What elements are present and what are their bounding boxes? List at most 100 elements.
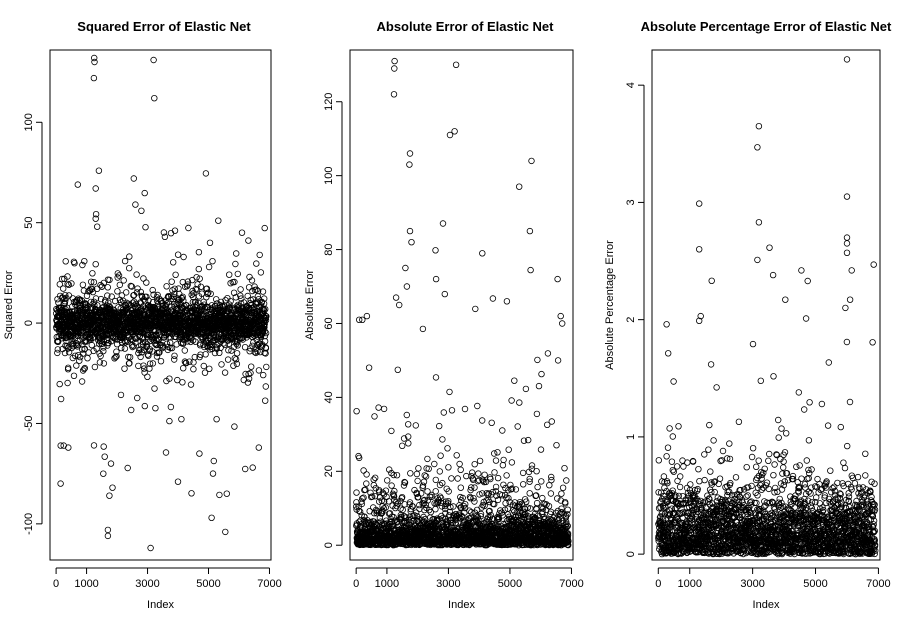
data-point xyxy=(559,491,565,497)
data-point xyxy=(667,426,673,432)
data-point xyxy=(176,286,182,292)
data-point xyxy=(669,459,675,465)
data-point xyxy=(77,358,83,364)
data-point xyxy=(101,444,107,450)
data-point xyxy=(493,458,499,464)
x-tick-label: 0 xyxy=(353,578,359,590)
data-point xyxy=(665,351,671,357)
y-tick-label: -100 xyxy=(23,513,35,535)
data-point xyxy=(433,248,439,254)
data-point xyxy=(421,479,427,485)
data-point xyxy=(540,495,546,501)
outlier-point xyxy=(105,527,111,533)
data-point xyxy=(447,389,453,395)
outlier-point xyxy=(453,62,459,68)
data-point xyxy=(142,190,148,196)
outlier-point xyxy=(256,445,262,451)
data-point xyxy=(262,225,268,231)
data-point xyxy=(89,342,95,348)
data-point xyxy=(433,375,439,381)
y-tick-label: 0 xyxy=(625,551,637,557)
outlier-point xyxy=(152,95,158,101)
data-point xyxy=(203,171,209,177)
x-tick-label: 0 xyxy=(655,578,661,590)
data-point xyxy=(253,261,259,267)
outlier-point xyxy=(558,313,564,319)
data-point xyxy=(152,386,158,392)
data-point xyxy=(191,360,197,366)
plot-title: Absolute Error of Elastic Net xyxy=(377,19,555,34)
y-tick-label: 1 xyxy=(625,434,637,440)
data-point xyxy=(169,279,175,285)
data-point xyxy=(246,285,252,291)
data-point xyxy=(445,446,451,452)
outlier-point xyxy=(108,461,114,467)
data-point xyxy=(665,445,671,451)
data-points xyxy=(53,55,269,551)
data-point xyxy=(127,360,133,366)
data-point xyxy=(153,405,159,411)
data-point xyxy=(115,289,121,295)
scatter-panel-1: Squared Error of Elastic NetIndexSquared… xyxy=(3,19,282,611)
data-point xyxy=(495,450,501,456)
data-point xyxy=(674,464,680,470)
data-point xyxy=(145,374,151,380)
outlier-point xyxy=(105,533,111,539)
outlier-point xyxy=(504,299,510,305)
data-point xyxy=(80,282,86,288)
data-point xyxy=(372,414,378,420)
data-point xyxy=(211,458,217,464)
data-point xyxy=(201,363,207,369)
data-point xyxy=(232,424,238,430)
plot-title: Squared Error of Elastic Net xyxy=(77,19,251,34)
data-point xyxy=(260,372,266,378)
outlier-point xyxy=(393,295,399,301)
data-point xyxy=(371,477,377,483)
data-point xyxy=(664,454,670,460)
data-point xyxy=(58,481,64,487)
data-point xyxy=(126,265,132,271)
data-point xyxy=(515,424,521,430)
x-tick-label: 5000 xyxy=(196,578,220,590)
data-point xyxy=(234,351,240,357)
data-point xyxy=(462,406,468,412)
x-tick-label: 1000 xyxy=(375,578,399,590)
data-point xyxy=(413,423,419,429)
outlier-point xyxy=(107,493,113,499)
data-point xyxy=(96,168,102,174)
data-point xyxy=(512,378,518,384)
outlier-point xyxy=(404,284,410,290)
x-tick-label: 3000 xyxy=(135,578,159,590)
data-point xyxy=(475,403,481,409)
y-tick-label: 80 xyxy=(323,243,335,255)
data-point xyxy=(167,418,173,424)
data-point xyxy=(123,290,129,296)
data-point xyxy=(671,469,677,475)
plot-title: Absolute Percentage Error of Elastic Net xyxy=(641,19,892,34)
data-point xyxy=(235,271,241,277)
data-point xyxy=(534,500,540,506)
data-point xyxy=(364,472,370,478)
data-point xyxy=(479,418,485,424)
data-point xyxy=(175,252,181,258)
data-point xyxy=(676,424,682,430)
data-point xyxy=(241,377,247,383)
y-tick-label: 20 xyxy=(323,465,335,477)
data-point xyxy=(395,367,401,373)
data-point xyxy=(555,358,561,364)
data-point xyxy=(408,471,414,477)
x-axis-label: Index xyxy=(147,599,174,611)
y-tick-label: 0 xyxy=(323,542,335,548)
data-point xyxy=(63,259,69,265)
data-point xyxy=(207,366,213,372)
data-point xyxy=(180,380,186,386)
outlier-point xyxy=(480,251,486,257)
data-point xyxy=(233,261,239,267)
data-point xyxy=(560,485,566,491)
y-tick-label: 4 xyxy=(625,82,637,88)
data-point xyxy=(102,454,108,460)
data-point xyxy=(179,416,185,422)
x-axis-label: Index xyxy=(753,599,780,611)
